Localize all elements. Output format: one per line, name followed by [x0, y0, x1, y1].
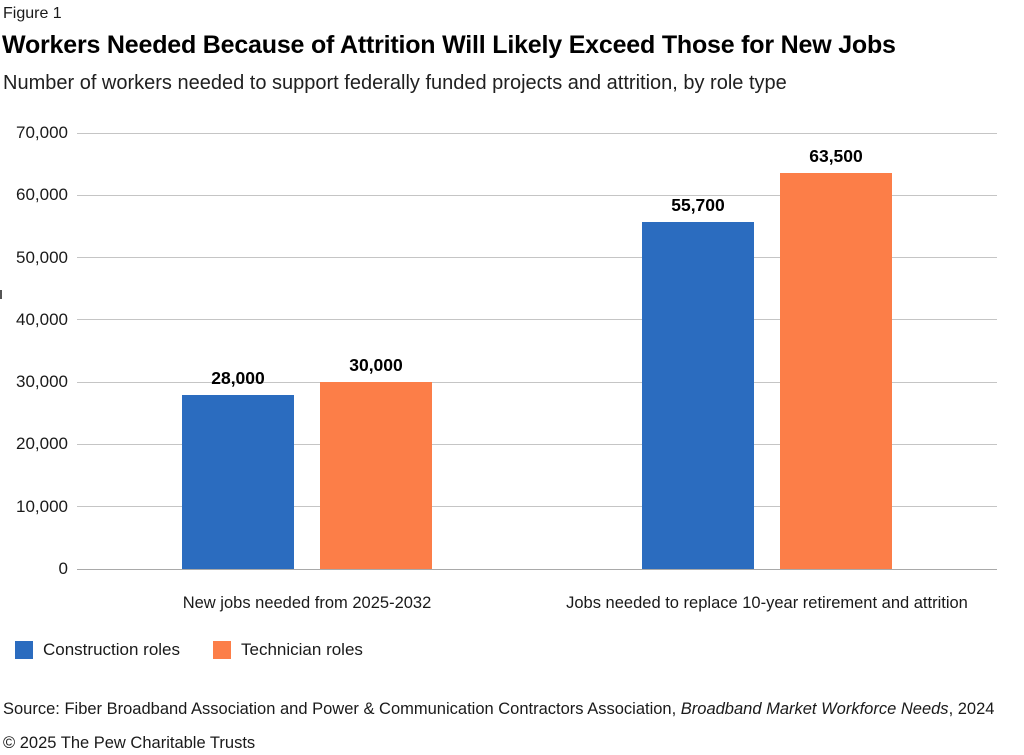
- legend-item: Construction roles: [15, 639, 180, 661]
- bar-construction-roles: [182, 394, 294, 569]
- bar-technician-roles: [780, 173, 892, 569]
- y-tick-label: 40,000: [16, 309, 68, 329]
- legend-swatch-construction-roles: [15, 641, 33, 659]
- gridline: [77, 443, 997, 445]
- y-tick-label: 10,000: [16, 496, 68, 516]
- x-axis-category-label: New jobs needed from 2025-2032: [182, 594, 432, 612]
- source-year: , 2024: [948, 700, 995, 718]
- gridline: [77, 506, 997, 508]
- legend-label: Technician roles: [241, 640, 363, 659]
- y-axis-title-fragment: [0, 290, 2, 299]
- x-axis-baseline: [77, 568, 997, 570]
- bar-construction-roles: [642, 222, 754, 569]
- y-tick-label: 30,000: [16, 372, 68, 392]
- bar-value-label: 55,700: [671, 195, 725, 216]
- legend-swatch-technician-roles: [213, 641, 232, 659]
- legend-label: Construction roles: [43, 640, 181, 659]
- x-axis-category-label: Jobs needed to replace 10-year retiremen…: [566, 594, 968, 612]
- y-tick-label: 0: [58, 559, 68, 578]
- bar-technician-roles: [320, 382, 432, 569]
- source-note: Source: Fiber Broadband Association and …: [3, 699, 1021, 720]
- legend-item: Technician roles: [213, 639, 363, 661]
- chart-title: Workers Needed Because of Attrition Will…: [2, 31, 896, 59]
- y-tick-label: 20,000: [16, 434, 68, 454]
- gridline: [77, 257, 997, 259]
- y-tick-label: 60,000: [16, 185, 68, 205]
- source-text: Source: Fiber Broadband Association and …: [3, 700, 681, 718]
- y-tick-label: 50,000: [16, 247, 68, 267]
- legend: Construction roles Technician roles: [15, 639, 396, 661]
- bar-value-label: 63,500: [809, 146, 863, 167]
- gridline: [77, 381, 997, 383]
- gridline: [77, 194, 997, 196]
- source-publication-title: Broadband Market Workforce Needs: [680, 700, 949, 718]
- bar-value-label: 28,000: [211, 367, 265, 388]
- chart-subtitle: Number of workers needed to support fede…: [3, 72, 787, 94]
- copyright-line: © 2025 The Pew Charitable Trusts: [3, 734, 256, 752]
- y-tick-label: 70,000: [16, 123, 68, 142]
- figure-label: Figure 1: [3, 5, 62, 22]
- bar-value-label: 30,000: [349, 355, 403, 376]
- gridline: [77, 132, 997, 134]
- gridline: [77, 319, 997, 321]
